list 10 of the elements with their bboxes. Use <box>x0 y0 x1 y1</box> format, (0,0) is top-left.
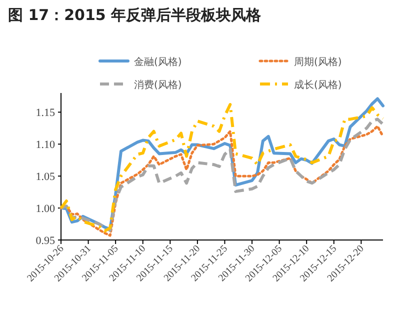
legend-label: 消费(风格) <box>134 79 182 91</box>
y-tick-label: 1.05 <box>36 171 56 184</box>
legend-label: 成长(风格) <box>294 79 342 91</box>
chart-title: 图 17：2015 年反弹后半段板块风格 <box>8 6 262 24</box>
y-tick-label: 1.10 <box>36 139 56 152</box>
legend-label: 金融(风格) <box>134 56 182 68</box>
legend-label: 周期(风格) <box>294 56 342 68</box>
y-tick-label: 1.15 <box>36 107 56 120</box>
y-tick-label: 1.00 <box>36 203 56 216</box>
y-tick-label: 0.95 <box>36 235 56 247</box>
